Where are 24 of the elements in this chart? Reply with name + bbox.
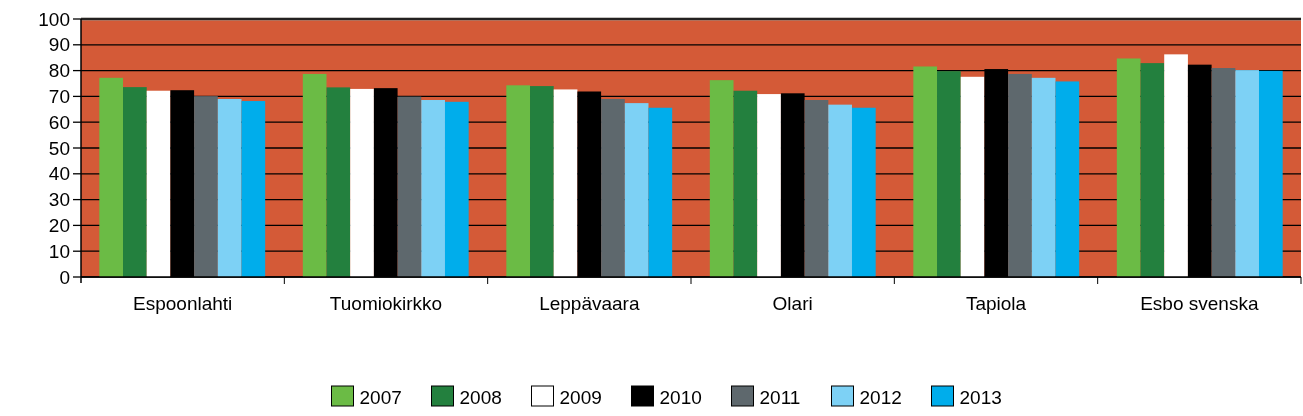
- x-tick-label: Olari: [772, 293, 813, 314]
- x-tick-label: Leppävaara: [539, 293, 640, 314]
- y-tick-label: 40: [48, 163, 70, 185]
- x-tick-label: Espoonlahti: [133, 293, 233, 314]
- y-tick-label: 20: [48, 215, 70, 237]
- legend-label: 2011: [759, 387, 801, 408]
- y-tick-label: 50: [48, 137, 70, 159]
- x-tick-label: Tuomiokirkko: [329, 293, 443, 314]
- x-tick-label: Esbo svenska: [1140, 293, 1259, 314]
- y-tick-label: 70: [48, 86, 70, 108]
- y-tick-label: 0: [59, 266, 70, 288]
- legend-label: 2008: [459, 387, 502, 408]
- y-tick-label: 60: [48, 111, 70, 133]
- y-tick-label: 90: [48, 34, 70, 56]
- legend-label: 2009: [559, 387, 602, 408]
- y-tick-label: 30: [48, 189, 70, 211]
- legend-label: 2007: [359, 387, 402, 408]
- legend-label: 2010: [659, 387, 702, 408]
- legend-label: 2012: [859, 387, 902, 408]
- y-tick-label: 10: [48, 240, 70, 262]
- legend-label: 2013: [959, 387, 1002, 408]
- y-tick-label: 80: [48, 60, 70, 82]
- x-tick-label: Tapiola: [965, 293, 1027, 314]
- y-tick-label: 100: [38, 8, 70, 30]
